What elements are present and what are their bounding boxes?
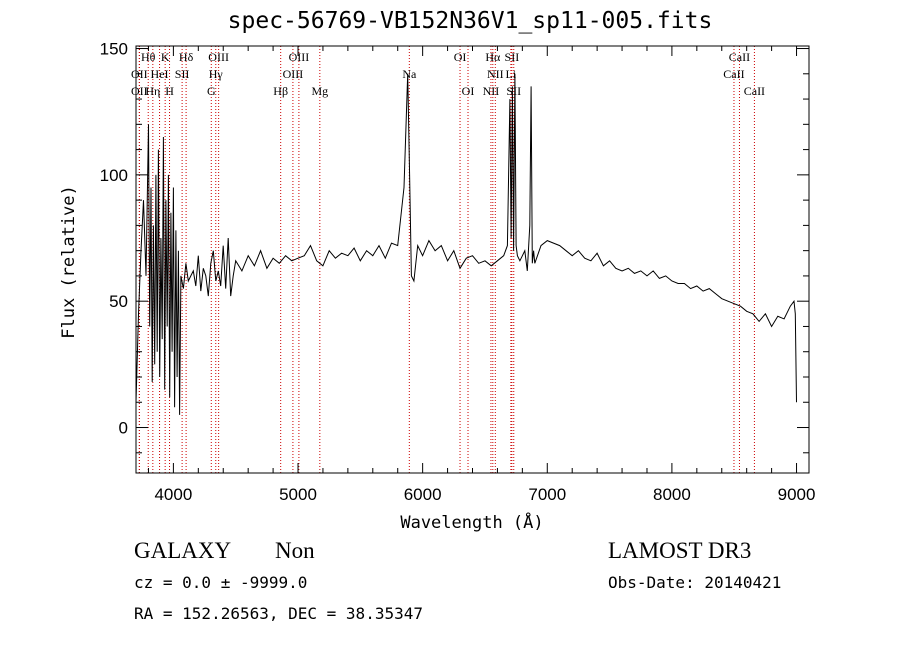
line-label: Hδ bbox=[179, 50, 194, 64]
x-tick-label: 9000 bbox=[778, 485, 816, 504]
y-tick-label: 100 bbox=[100, 166, 128, 185]
y-axis-label: Flux (relative) bbox=[59, 185, 79, 339]
class-label: GALAXY bbox=[134, 538, 232, 563]
survey-label: LAMOST DR3 bbox=[608, 538, 752, 563]
line-label: Na bbox=[402, 67, 417, 81]
line-label: H bbox=[165, 84, 174, 98]
line-label: OII bbox=[131, 67, 148, 81]
line-label: OIII bbox=[283, 67, 304, 81]
coordinates-label: RA = 152.26563, DEC = 38.35347 bbox=[134, 604, 423, 623]
x-tick-label: 8000 bbox=[653, 485, 691, 504]
line-label: Hθ bbox=[141, 50, 156, 64]
line-label: SII bbox=[506, 84, 521, 98]
line-label: NII bbox=[483, 84, 500, 98]
line-label: SII bbox=[505, 50, 520, 64]
line-label: CaII bbox=[729, 50, 750, 64]
line-label: Hγ bbox=[209, 67, 224, 81]
x-tick-label: 4000 bbox=[154, 485, 192, 504]
line-label: OIII bbox=[208, 50, 229, 64]
line-label: NII bbox=[487, 67, 504, 81]
line-label: K bbox=[161, 50, 170, 64]
line-label: G bbox=[207, 84, 216, 98]
line-label: CaII bbox=[723, 67, 744, 81]
line-label: OI bbox=[454, 50, 467, 64]
line-label: OIII bbox=[289, 50, 310, 64]
chart-title: spec-56769-VB152N36V1_sp11-005.fits bbox=[227, 8, 713, 34]
line-labels: OIIOIIHθHηHeIKHSIIHδGHγOIIIHβOIIIOIIIMgN… bbox=[131, 50, 765, 98]
y-tick-label: 0 bbox=[119, 419, 128, 438]
line-label: Mg bbox=[311, 84, 328, 98]
y-tick-label: 150 bbox=[100, 40, 128, 59]
plot-frame bbox=[135, 45, 810, 474]
x-axis-label: Wavelength (Å) bbox=[400, 511, 543, 533]
x-tick-label: 7000 bbox=[528, 485, 566, 504]
line-label: OII bbox=[131, 84, 148, 98]
line-label: Hα bbox=[485, 50, 501, 64]
line-label: HeI bbox=[151, 67, 169, 81]
redshift-label: cz = 0.0 ± -9999.0 bbox=[134, 573, 308, 592]
x-tick-label: 5000 bbox=[279, 485, 317, 504]
obs-date-label: Obs-Date: 20140421 bbox=[608, 573, 782, 592]
line-label: Li bbox=[506, 67, 517, 81]
line-label: SII bbox=[175, 67, 190, 81]
subclass-label: Non bbox=[275, 538, 315, 563]
line-label: CaII bbox=[744, 84, 765, 98]
line-label: Hβ bbox=[273, 84, 288, 98]
y-axis: 0 50 100 150 bbox=[100, 40, 809, 454]
x-axis: 4000 5000 6000 7000 8000 9000 bbox=[147, 46, 816, 504]
spectrum-line bbox=[135, 73, 797, 415]
line-label: OI bbox=[462, 84, 475, 98]
y-tick-label: 50 bbox=[109, 292, 128, 311]
line-label: Hη bbox=[145, 84, 160, 98]
x-tick-label: 6000 bbox=[404, 485, 442, 504]
